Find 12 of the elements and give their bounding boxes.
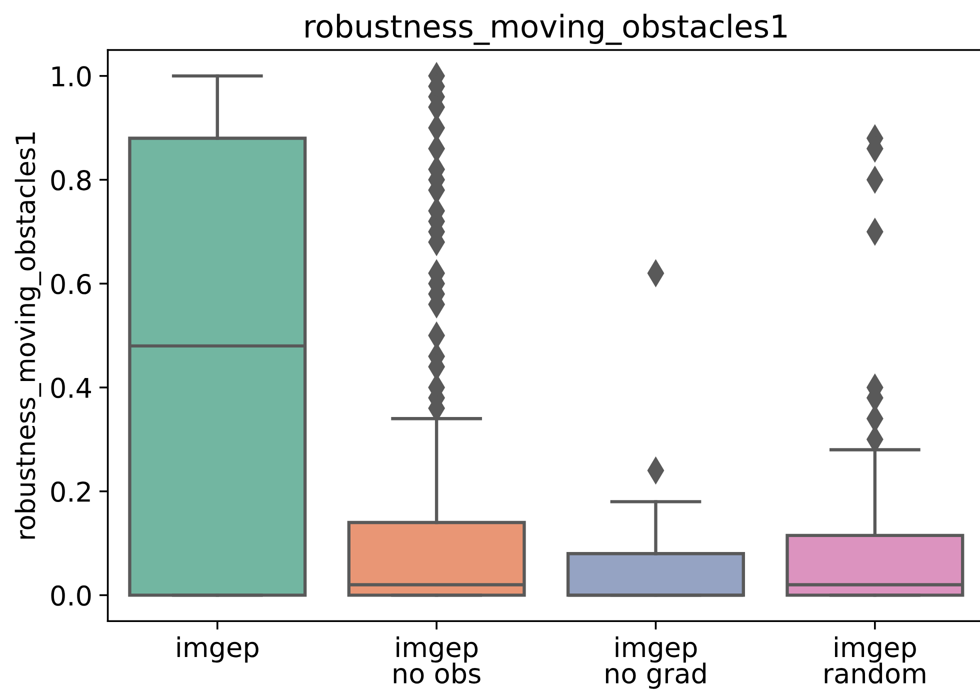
- y-tick-label: 0.2: [51, 482, 90, 502]
- y-tick-label: 1.0: [52, 66, 91, 87]
- x-tick-label: imgep random: [824, 636, 926, 684]
- chart-title: robustness_moving_obstacles1: [306, 14, 787, 45]
- y-tick-label: 0.8: [51, 170, 91, 190]
- x-tick-label: imgep no obs: [394, 636, 480, 684]
- y-tick-label: 0.4: [51, 378, 92, 398]
- x-tick-label: imgep: [177, 636, 258, 663]
- x-tick-label: imgep no grad: [606, 636, 706, 689]
- y-tick-label: 0.6: [51, 274, 91, 294]
- y-tick-label: 0.0: [51, 585, 91, 606]
- y-axis-title: robustness_moving_obstacles1: [14, 132, 42, 539]
